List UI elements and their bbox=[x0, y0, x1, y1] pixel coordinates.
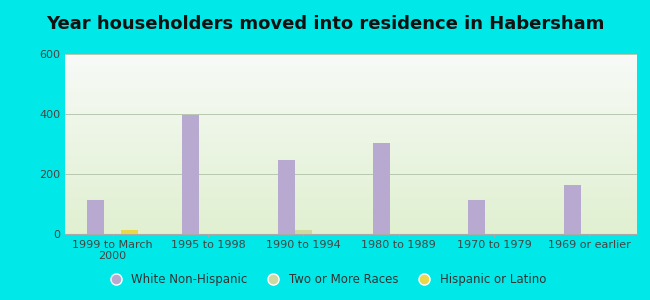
Bar bbox=[182, 115, 200, 234]
Bar bbox=[122, 230, 138, 234]
Bar bbox=[564, 185, 580, 234]
Legend: White Non-Hispanic, Two or More Races, Hispanic or Latino: White Non-Hispanic, Two or More Races, H… bbox=[99, 269, 551, 291]
Bar bbox=[294, 230, 312, 234]
Bar bbox=[278, 160, 294, 234]
Bar bbox=[87, 200, 104, 234]
Bar bbox=[468, 200, 486, 234]
Bar bbox=[373, 142, 390, 234]
Text: Year householders moved into residence in Habersham: Year householders moved into residence i… bbox=[46, 15, 605, 33]
